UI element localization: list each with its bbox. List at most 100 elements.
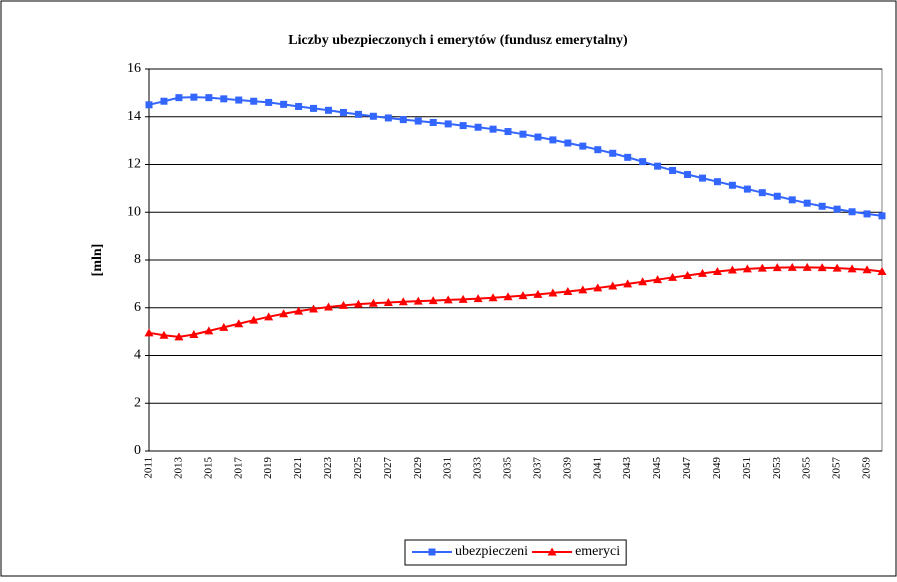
square-marker xyxy=(325,106,333,114)
square-marker xyxy=(280,100,288,108)
y-axis-label: [mln] xyxy=(90,244,105,277)
legend-marker xyxy=(547,547,557,556)
triangle-marker xyxy=(309,304,319,313)
legend-marker xyxy=(428,548,436,556)
square-marker xyxy=(698,174,706,182)
square-marker xyxy=(549,136,557,144)
x-tick-label: 2041 xyxy=(591,457,603,479)
square-marker xyxy=(444,120,452,128)
square-marker xyxy=(624,153,632,161)
square-marker xyxy=(384,114,392,122)
triangle-marker xyxy=(862,265,872,274)
triangle-marker xyxy=(787,262,797,271)
triangle-marker xyxy=(503,292,513,301)
square-marker xyxy=(564,139,572,147)
square-marker xyxy=(459,122,467,130)
square-marker xyxy=(758,189,766,197)
triangle-marker xyxy=(249,315,259,324)
triangle-marker xyxy=(802,262,812,271)
x-tick-label: 2015 xyxy=(202,457,214,480)
square-marker xyxy=(310,104,318,112)
square-marker xyxy=(639,158,647,166)
square-marker xyxy=(534,133,542,141)
square-marker xyxy=(609,149,617,157)
square-marker xyxy=(205,94,213,102)
square-marker xyxy=(803,199,811,207)
y-tick-label: 14 xyxy=(127,109,141,124)
x-tick-label: 2029 xyxy=(412,457,424,480)
triangle-marker xyxy=(757,263,767,272)
x-tick-label: 2031 xyxy=(442,457,454,479)
y-tick-label: 16 xyxy=(127,61,141,76)
chart-title: Liczby ubezpieczonych i emerytów (fundus… xyxy=(288,33,628,48)
square-marker xyxy=(579,142,587,150)
x-tick-label: 2045 xyxy=(651,457,663,480)
x-tick-label: 2011 xyxy=(143,457,155,479)
square-marker xyxy=(713,178,721,186)
triangle-marker xyxy=(473,294,483,303)
x-tick-label: 2055 xyxy=(801,457,813,480)
triangle-marker xyxy=(428,296,438,305)
triangle-marker xyxy=(623,279,633,288)
legend: ubezpieczeni emeryci xyxy=(404,539,627,566)
x-tick-label: 2053 xyxy=(771,457,783,480)
triangle-marker xyxy=(742,264,752,273)
triangle-marker xyxy=(877,266,887,275)
triangle-marker xyxy=(383,297,393,306)
y-tick-label: 4 xyxy=(134,348,141,363)
x-tick-label: 2043 xyxy=(621,457,633,480)
triangle-marker xyxy=(279,309,289,318)
x-tick-label: 2025 xyxy=(352,457,364,480)
square-marker xyxy=(833,205,841,213)
square-marker xyxy=(743,185,751,193)
square-marker xyxy=(145,101,153,109)
triangle-marker xyxy=(443,295,453,304)
square-marker xyxy=(519,130,527,138)
x-tick-label: 2057 xyxy=(831,457,843,480)
y-tick-label: 2 xyxy=(134,395,141,410)
y-tick-label: 10 xyxy=(127,204,141,219)
square-marker xyxy=(354,110,362,118)
x-tick-label: 2013 xyxy=(172,457,184,480)
triangle-marker xyxy=(189,329,199,338)
square-marker xyxy=(474,123,482,131)
triangle-marker xyxy=(413,296,423,305)
square-marker xyxy=(295,102,303,110)
triangle-marker xyxy=(144,328,154,337)
x-tick-label: 2047 xyxy=(681,457,693,480)
square-marker xyxy=(429,118,437,126)
triangle-marker xyxy=(653,275,663,284)
square-marker xyxy=(863,210,871,218)
square-marker xyxy=(190,93,198,101)
triangle-marker xyxy=(548,288,558,297)
x-tick-label: 2033 xyxy=(472,457,484,480)
triangle-marker xyxy=(204,326,214,335)
x-tick-label: 2027 xyxy=(382,457,394,480)
legend-label: ubezpieczeni xyxy=(455,544,528,559)
square-marker xyxy=(848,208,856,216)
y-tick-label: 8 xyxy=(134,252,141,267)
triangle-marker xyxy=(832,263,842,272)
triangle-marker xyxy=(458,294,468,303)
triangle-marker xyxy=(638,277,648,286)
triangle-marker xyxy=(159,330,169,339)
square-marker xyxy=(235,96,243,104)
legend-label: emeryci xyxy=(575,544,620,559)
triangle-marker xyxy=(817,263,827,272)
square-marker xyxy=(788,196,796,204)
square-marker xyxy=(773,192,781,200)
square-marker xyxy=(818,202,826,210)
triangle-marker xyxy=(368,298,378,307)
square-marker xyxy=(399,116,407,124)
square-marker xyxy=(654,162,662,170)
square-marker xyxy=(489,125,497,133)
square-marker xyxy=(369,112,377,120)
x-tick-label: 2037 xyxy=(531,457,543,480)
square-marker xyxy=(175,94,183,102)
y-tick-label: 6 xyxy=(134,300,141,315)
square-marker xyxy=(504,128,512,136)
triangle-marker xyxy=(593,283,603,292)
x-tick-label: 2017 xyxy=(232,457,244,480)
triangle-marker xyxy=(264,312,274,321)
